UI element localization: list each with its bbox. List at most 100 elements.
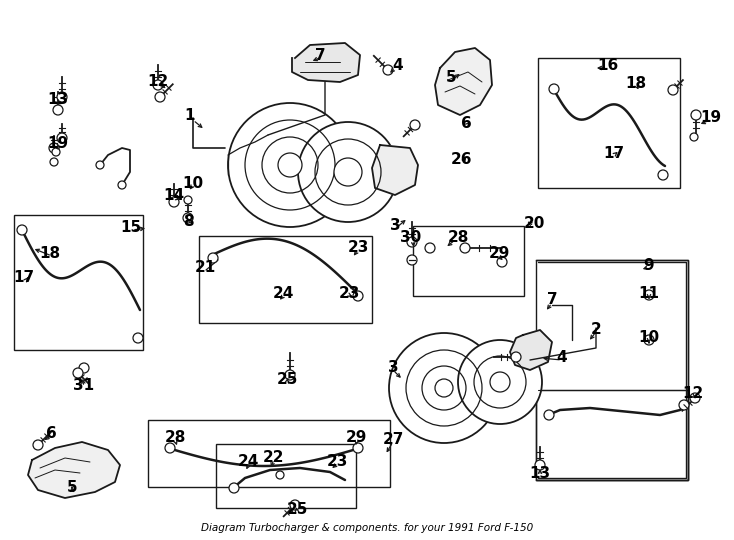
Text: 8: 8 <box>183 214 193 230</box>
Text: 19: 19 <box>48 136 68 151</box>
Circle shape <box>389 333 499 443</box>
Text: 23: 23 <box>327 455 348 469</box>
Text: 28: 28 <box>164 430 186 445</box>
Bar <box>14 215 143 350</box>
Circle shape <box>276 471 284 479</box>
Circle shape <box>460 243 470 253</box>
Circle shape <box>407 255 417 265</box>
Text: 21: 21 <box>195 260 216 275</box>
Circle shape <box>383 65 393 75</box>
Text: 30: 30 <box>400 231 421 246</box>
Text: 6: 6 <box>46 426 57 441</box>
Circle shape <box>690 133 698 141</box>
Text: 6: 6 <box>461 116 471 131</box>
Circle shape <box>458 340 542 424</box>
Text: 31: 31 <box>73 377 95 393</box>
Circle shape <box>17 225 27 235</box>
Circle shape <box>52 148 60 156</box>
Polygon shape <box>28 442 120 498</box>
Text: 24: 24 <box>272 286 294 300</box>
Circle shape <box>165 443 175 453</box>
Circle shape <box>644 335 654 345</box>
Circle shape <box>53 105 63 115</box>
Circle shape <box>679 400 689 410</box>
Circle shape <box>184 196 192 204</box>
Bar <box>536 260 688 480</box>
Text: 18: 18 <box>625 76 647 91</box>
Text: 29: 29 <box>488 246 509 260</box>
Circle shape <box>691 110 701 120</box>
Circle shape <box>153 80 163 90</box>
Circle shape <box>118 181 126 189</box>
Text: 7: 7 <box>547 293 557 307</box>
Bar <box>413 226 524 296</box>
Text: 13: 13 <box>48 92 68 107</box>
Text: 29: 29 <box>345 430 367 445</box>
Text: 24: 24 <box>237 455 258 469</box>
Circle shape <box>285 370 295 380</box>
Text: 17: 17 <box>13 271 34 286</box>
Text: 9: 9 <box>644 258 654 273</box>
Circle shape <box>490 372 510 392</box>
Text: 3: 3 <box>390 218 400 233</box>
Text: 16: 16 <box>597 57 619 72</box>
Text: 22: 22 <box>264 449 285 464</box>
Circle shape <box>644 290 654 300</box>
Text: 5: 5 <box>446 71 457 85</box>
Text: 23: 23 <box>338 286 360 300</box>
Circle shape <box>407 237 417 247</box>
Circle shape <box>49 143 59 153</box>
Text: 18: 18 <box>40 246 61 260</box>
Circle shape <box>73 368 83 378</box>
Text: 25: 25 <box>276 373 298 388</box>
Bar <box>148 420 390 487</box>
Text: 27: 27 <box>382 433 404 448</box>
Circle shape <box>535 460 545 470</box>
Text: 15: 15 <box>120 220 142 235</box>
Polygon shape <box>372 145 418 195</box>
Text: 2: 2 <box>591 322 601 338</box>
Polygon shape <box>292 43 360 82</box>
Circle shape <box>50 158 58 166</box>
Circle shape <box>57 92 67 102</box>
Text: 28: 28 <box>447 231 469 246</box>
Text: 3: 3 <box>388 361 399 375</box>
Circle shape <box>658 170 668 180</box>
Text: 14: 14 <box>164 188 184 204</box>
Text: 19: 19 <box>700 111 722 125</box>
Circle shape <box>668 85 678 95</box>
Circle shape <box>410 120 420 130</box>
Circle shape <box>229 483 239 493</box>
Text: 4: 4 <box>393 57 403 72</box>
Circle shape <box>228 103 352 227</box>
Circle shape <box>57 133 67 143</box>
Text: 12: 12 <box>148 75 169 90</box>
Text: 23: 23 <box>347 240 368 255</box>
Circle shape <box>353 291 363 301</box>
Circle shape <box>511 352 521 362</box>
Circle shape <box>33 440 43 450</box>
Circle shape <box>183 213 193 223</box>
Text: 10: 10 <box>183 176 203 191</box>
Text: 20: 20 <box>523 215 545 231</box>
Text: 17: 17 <box>603 145 625 160</box>
Text: 4: 4 <box>556 350 567 366</box>
Text: 1: 1 <box>185 107 195 123</box>
Circle shape <box>544 410 554 420</box>
Polygon shape <box>435 48 492 115</box>
Bar <box>199 236 372 323</box>
Circle shape <box>79 363 89 373</box>
Circle shape <box>96 161 104 169</box>
Text: 10: 10 <box>639 330 660 346</box>
Text: 26: 26 <box>451 152 473 167</box>
Polygon shape <box>510 330 552 370</box>
Bar <box>538 58 680 188</box>
Bar <box>216 444 356 508</box>
Text: 5: 5 <box>67 481 77 496</box>
Circle shape <box>290 500 300 510</box>
Circle shape <box>155 92 165 102</box>
Circle shape <box>435 379 453 397</box>
Text: 25: 25 <box>286 503 308 517</box>
Circle shape <box>353 443 363 453</box>
Circle shape <box>278 153 302 177</box>
